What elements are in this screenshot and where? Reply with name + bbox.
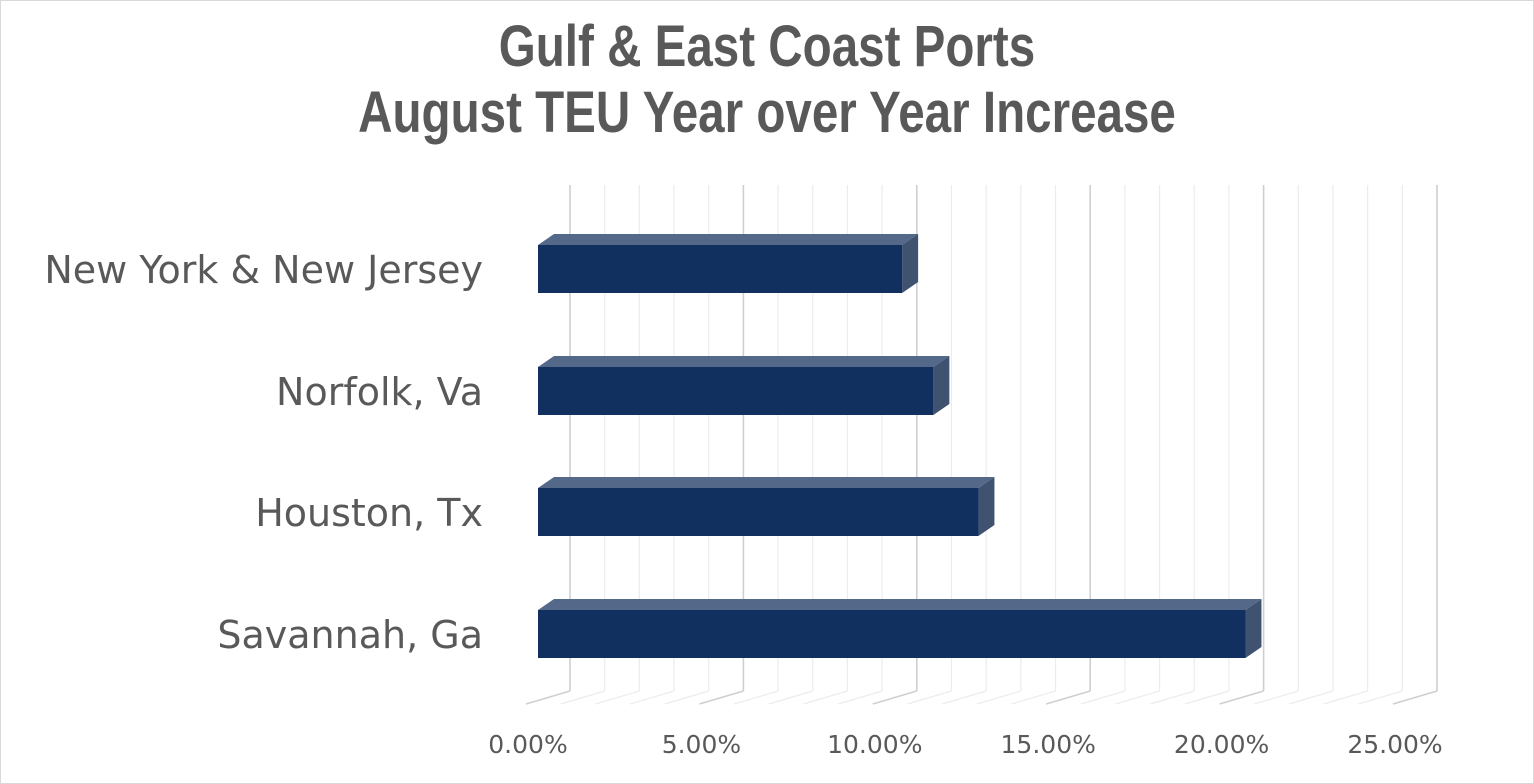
bar-1 — [538, 234, 919, 293]
bar-top-face — [538, 356, 950, 367]
bar-3 — [538, 477, 995, 536]
x-tick-label: 25.00% — [1347, 730, 1442, 759]
x-tick-label: 20.00% — [1174, 730, 1269, 759]
bar-top-face — [538, 599, 1262, 610]
floor-gridline — [1323, 690, 1368, 705]
x-tick-label: 15.00% — [1001, 730, 1096, 759]
floor-gridline — [1011, 690, 1056, 705]
floor-gridline — [560, 690, 605, 705]
floor-gridline — [941, 690, 987, 705]
floor-gridline — [1358, 690, 1403, 705]
floor-gridline — [1392, 690, 1438, 705]
floor-gridline — [1045, 690, 1091, 705]
category-label: Norfolk, Va — [276, 370, 483, 414]
floor-gridline — [907, 690, 952, 705]
chart-title-line-2: August TEU Year over Year Increase — [358, 80, 1176, 145]
floor-gridline — [1288, 690, 1334, 705]
bar-front-face — [538, 610, 1246, 658]
floor-gridline — [768, 690, 813, 705]
category-labels: New York & New Jersey Norfolk, Va Houston,… — [44, 248, 483, 657]
bar-side-face — [902, 234, 919, 293]
bar-front-face — [538, 367, 934, 415]
floor-gridline — [699, 690, 744, 705]
x-tick-label: 5.00% — [662, 730, 741, 759]
floor-gridline — [525, 690, 571, 705]
category-label: New York & New Jersey — [44, 248, 483, 292]
chart-title-line-1: Gulf & East Coast Ports — [498, 14, 1036, 79]
floor-gridline — [595, 690, 640, 705]
floor-gridline — [1150, 690, 1195, 705]
floor-gridline — [837, 690, 883, 705]
bar-2 — [538, 356, 950, 415]
bar-side-face — [978, 477, 995, 536]
floor-gridline — [1115, 690, 1160, 705]
chart-title: Gulf & East Coast Ports August TEU Year … — [138, 14, 1396, 146]
floor-gridline — [1254, 690, 1299, 705]
floor-gridline — [803, 690, 848, 705]
floor-gridline — [976, 690, 1022, 705]
floor-gridline — [664, 690, 709, 705]
bar-4 — [538, 599, 1262, 658]
category-label: Houston, Tx — [255, 491, 483, 535]
category-label: Savannah, Ga — [217, 613, 483, 657]
bar-top-face — [538, 477, 995, 488]
x-tick-labels: 0.00% 5.00% 10.00% 15.00% 20.00% 25.00% — [488, 730, 1442, 759]
x-tick-label: 10.00% — [827, 730, 922, 759]
bar-side-face — [933, 356, 950, 415]
floor-gridline — [872, 690, 918, 705]
bar-top-face — [538, 234, 919, 245]
floor-gridline — [733, 690, 779, 705]
bar-front-face — [538, 488, 979, 536]
floor-gridline — [1184, 690, 1230, 705]
bar-side-face — [1245, 599, 1262, 658]
floor-gridline — [629, 690, 675, 705]
floor-gridline — [1080, 690, 1126, 705]
floor-gridline — [1219, 690, 1264, 705]
bar-front-face — [538, 245, 903, 293]
x-tick-label: 0.00% — [488, 730, 567, 759]
bars — [538, 234, 1262, 658]
